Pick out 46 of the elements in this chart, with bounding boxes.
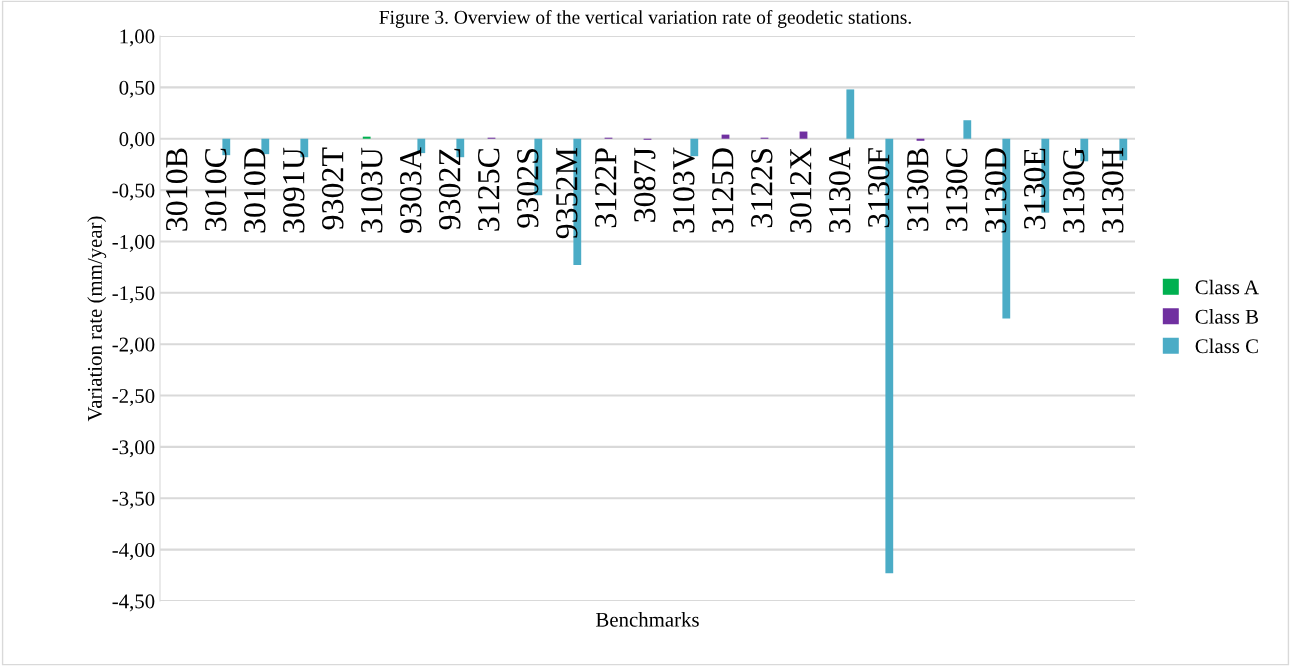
y-axis-title: Variation rate (mm/year) <box>87 216 107 422</box>
y-tick-label: 0,50 <box>119 80 155 98</box>
y-tick-label: -3,50 <box>112 491 155 509</box>
x-tick-label: 3122S <box>751 149 773 228</box>
x-tick-label: 3130B <box>906 148 929 231</box>
x-tick-label: 3010D <box>243 148 266 233</box>
x-tick-label: 3010C <box>204 148 227 231</box>
y-tick-label: -1,50 <box>112 286 155 304</box>
x-tick-label: 3130E <box>1023 148 1046 229</box>
x-tick-label: 9302Z <box>438 148 461 230</box>
legend-label: Class A <box>1195 279 1259 295</box>
x-tick-label: 9303A <box>399 147 422 233</box>
legend-label: Class C <box>1195 338 1258 354</box>
y-tick-label: 0,00 <box>119 132 155 150</box>
y-tick-label: -1,00 <box>112 234 155 252</box>
x-tick-label: 3130F <box>867 148 890 228</box>
legend-label: Class B <box>1195 309 1258 324</box>
x-tick-label: 3130A <box>828 147 851 233</box>
x-tick-label: 3125D <box>712 148 734 233</box>
x-tick-label: 9302T <box>321 147 344 230</box>
y-tick-label: -2,50 <box>112 388 155 406</box>
x-tick-label: 3125C <box>478 148 500 231</box>
x-tick-label: 3087J <box>633 147 656 222</box>
x-tick-label: 3091U <box>282 147 305 233</box>
x-tick-label: 3010B <box>165 148 188 231</box>
bar <box>362 136 371 139</box>
y-tick-label: -0,50 <box>112 183 155 201</box>
x-tick-label: 3103U <box>360 147 383 233</box>
bar <box>963 120 972 139</box>
bar <box>846 89 855 139</box>
y-tick-label: -4,00 <box>112 543 155 561</box>
y-tick-label: -3,00 <box>112 440 155 458</box>
y-tick-label: -2,00 <box>112 337 155 355</box>
x-tick-label: 3122P <box>595 148 617 228</box>
x-tick-label: 9352M <box>556 148 578 239</box>
y-tick-label: -4,50 <box>112 594 155 612</box>
x-tick-label: 3130D <box>984 148 1007 233</box>
x-tick-label: 3130C <box>945 148 968 231</box>
x-tick-label: 9302S <box>516 149 539 228</box>
x-tick-label: 3130H <box>1101 148 1124 233</box>
chart-title: Figure 3. Overview of the vertical variation rate of geodetic stations. <box>379 9 911 28</box>
x-tick-label: 3130G <box>1062 148 1085 233</box>
x-tick-label: 3103V <box>672 147 695 233</box>
x-tick-label: 3012X <box>789 147 812 233</box>
x-axis-title: Benchmarks <box>596 612 699 627</box>
y-tick-label: 1,00 <box>120 29 155 47</box>
